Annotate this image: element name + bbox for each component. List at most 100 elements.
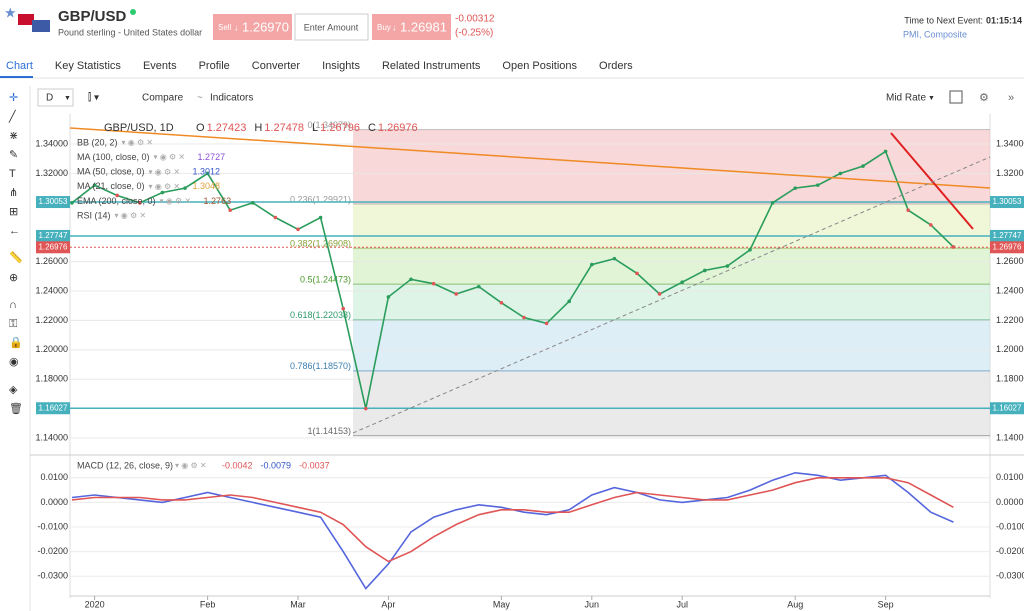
fib-zone [353, 284, 990, 320]
tab[interactable]: Key Statistics [55, 60, 122, 72]
x-tick-label: Feb [200, 599, 216, 609]
fib-tool[interactable]: ⋔ [9, 187, 18, 199]
macd-tick-label-left: 0.0000 [40, 497, 68, 507]
price-point [883, 149, 888, 154]
tab[interactable]: Related Instruments [382, 60, 481, 72]
next-event-time: 01:15:14 [986, 15, 1022, 25]
indicator-controls[interactable]: ▾ ◉ ⚙ ✕ [122, 138, 154, 147]
macd-reading: -0.0042 [222, 460, 253, 470]
zoom-tool[interactable]: ⊕ [9, 272, 18, 284]
y-tick-label-left: 1.34000 [35, 138, 68, 148]
price-point [612, 256, 617, 261]
measure-tool[interactable]: ⊞ [9, 206, 18, 218]
delete-tool[interactable]: 🗑 [9, 402, 23, 415]
macd-tick-label-left: -0.0300 [37, 571, 68, 581]
settings-icon[interactable]: ⚙ [979, 92, 989, 104]
next-event-name[interactable]: PMI, Composite [903, 29, 967, 39]
fullscreen-icon[interactable] [949, 90, 963, 104]
price-point [635, 271, 639, 276]
tab[interactable]: Open Positions [502, 60, 577, 72]
chart-type-icon[interactable]: ⫿ ▾ [88, 92, 99, 104]
y-tick-label-left: 1.20000 [35, 344, 68, 354]
price-point [703, 268, 707, 273]
back-tool[interactable]: ← [9, 225, 20, 237]
indicators[interactable]: Indicators [210, 93, 253, 104]
indicator-value: 1.3012 [193, 167, 221, 177]
amount-input[interactable] [294, 13, 369, 41]
price-point [567, 299, 571, 304]
visibility-tool[interactable]: ◉ [9, 356, 19, 368]
crosshair-tool[interactable]: ✛ [9, 92, 18, 104]
tab[interactable]: Profile [199, 60, 230, 72]
period: D [46, 93, 53, 104]
text-tool[interactable]: T [9, 168, 16, 180]
ruler-tool[interactable]: 📏 [9, 251, 23, 264]
fib-zone [353, 319, 990, 371]
indicator-value: 1.3048 [193, 181, 221, 191]
lock-tool[interactable]: ⚿ [9, 318, 17, 330]
star-icon[interactable]: ★ [4, 5, 17, 21]
tab[interactable]: Events [143, 60, 177, 72]
macd-tick-label-right: -0.0200 [996, 546, 1024, 556]
expand-icon[interactable]: » [1008, 92, 1014, 104]
y-tick-label-right: 1.22000 [996, 315, 1024, 325]
compare[interactable]: Compare [142, 93, 184, 104]
line-tool[interactable]: ╱ [8, 109, 17, 123]
indicator-controls[interactable]: ▾ ◉ ⚙ ✕ [149, 182, 181, 191]
price-badge-left [36, 229, 70, 242]
macd-tick-label-right: 0.0100 [996, 472, 1024, 482]
y-tick-label-right: 1.14000 [996, 432, 1024, 442]
indicator-controls[interactable]: ▾ ◉ ⚙ ✕ [115, 211, 147, 220]
period-select[interactable] [37, 88, 74, 107]
buy-button[interactable] [372, 14, 451, 40]
price-point [341, 306, 346, 311]
price-point [838, 171, 843, 176]
indicator-controls[interactable]: ▾ ◉ ⚙ ✕ [160, 197, 192, 206]
y-tick-label-left: 1.24000 [35, 285, 68, 295]
price-badge-left [36, 402, 70, 415]
price-point [296, 227, 300, 232]
fib-level-label: 0.5(1.24473) [300, 274, 351, 284]
change: -0.00312 [455, 14, 495, 25]
y-tick-label-left: 1.26000 [35, 256, 68, 266]
tab[interactable]: Insights [322, 60, 360, 72]
indicator-name: MA (21, close, 0) [77, 181, 145, 191]
rate-caret: ▼ [928, 95, 935, 102]
sell-label: Sell [218, 23, 232, 32]
chart-title: GBP/USD, 1D [104, 122, 174, 134]
indicator-name: BB (20, 2) [77, 137, 118, 147]
tab[interactable]: Orders [599, 60, 633, 72]
buy-label: Buy [377, 23, 391, 32]
indicator-controls[interactable]: ▾ ◉ ⚙ ✕ [149, 167, 181, 176]
x-tick-label: Aug [787, 599, 803, 609]
price-point [386, 295, 391, 299]
tab[interactable]: Chart [6, 60, 33, 72]
status-dot [130, 9, 136, 15]
price-point [477, 284, 481, 289]
layers-tool[interactable]: ◈ [9, 384, 18, 396]
indicator-name: RSI (14) [77, 210, 111, 220]
ohlc-key: C [368, 122, 376, 134]
rate[interactable]: Mid Rate [886, 93, 926, 104]
macd-tick-label-right: 0.0000 [996, 497, 1024, 507]
fib-level-label: 0.382(1.26908) [290, 239, 351, 249]
macd-controls[interactable]: ▾ ◉ ⚙ ✕ [175, 461, 207, 470]
buy-price: 1.26981 [400, 19, 447, 34]
sell-button[interactable] [213, 14, 292, 40]
price-point [70, 201, 74, 205]
lock-all-tool[interactable]: 🔒 [9, 336, 23, 349]
indicator-controls[interactable]: ▾ ◉ ⚙ ✕ [154, 153, 186, 162]
pattern-tool[interactable]: ⋇ [9, 130, 18, 142]
price-point [861, 164, 865, 168]
macd-tick-label-right: -0.0300 [996, 571, 1024, 581]
magnet-tool[interactable]: ∩ [9, 299, 17, 311]
fib-zone [353, 203, 990, 249]
next-event-label: Time to Next Event: [904, 15, 983, 25]
price-point [115, 193, 119, 198]
price-point [657, 292, 662, 296]
x-tick-label: May [493, 599, 511, 609]
tab[interactable]: Converter [252, 60, 301, 72]
brush-tool[interactable]: ✎ [9, 149, 18, 161]
y-tick-label-right: 1.26000 [996, 256, 1024, 266]
symbol: GBP/USD [58, 8, 127, 25]
